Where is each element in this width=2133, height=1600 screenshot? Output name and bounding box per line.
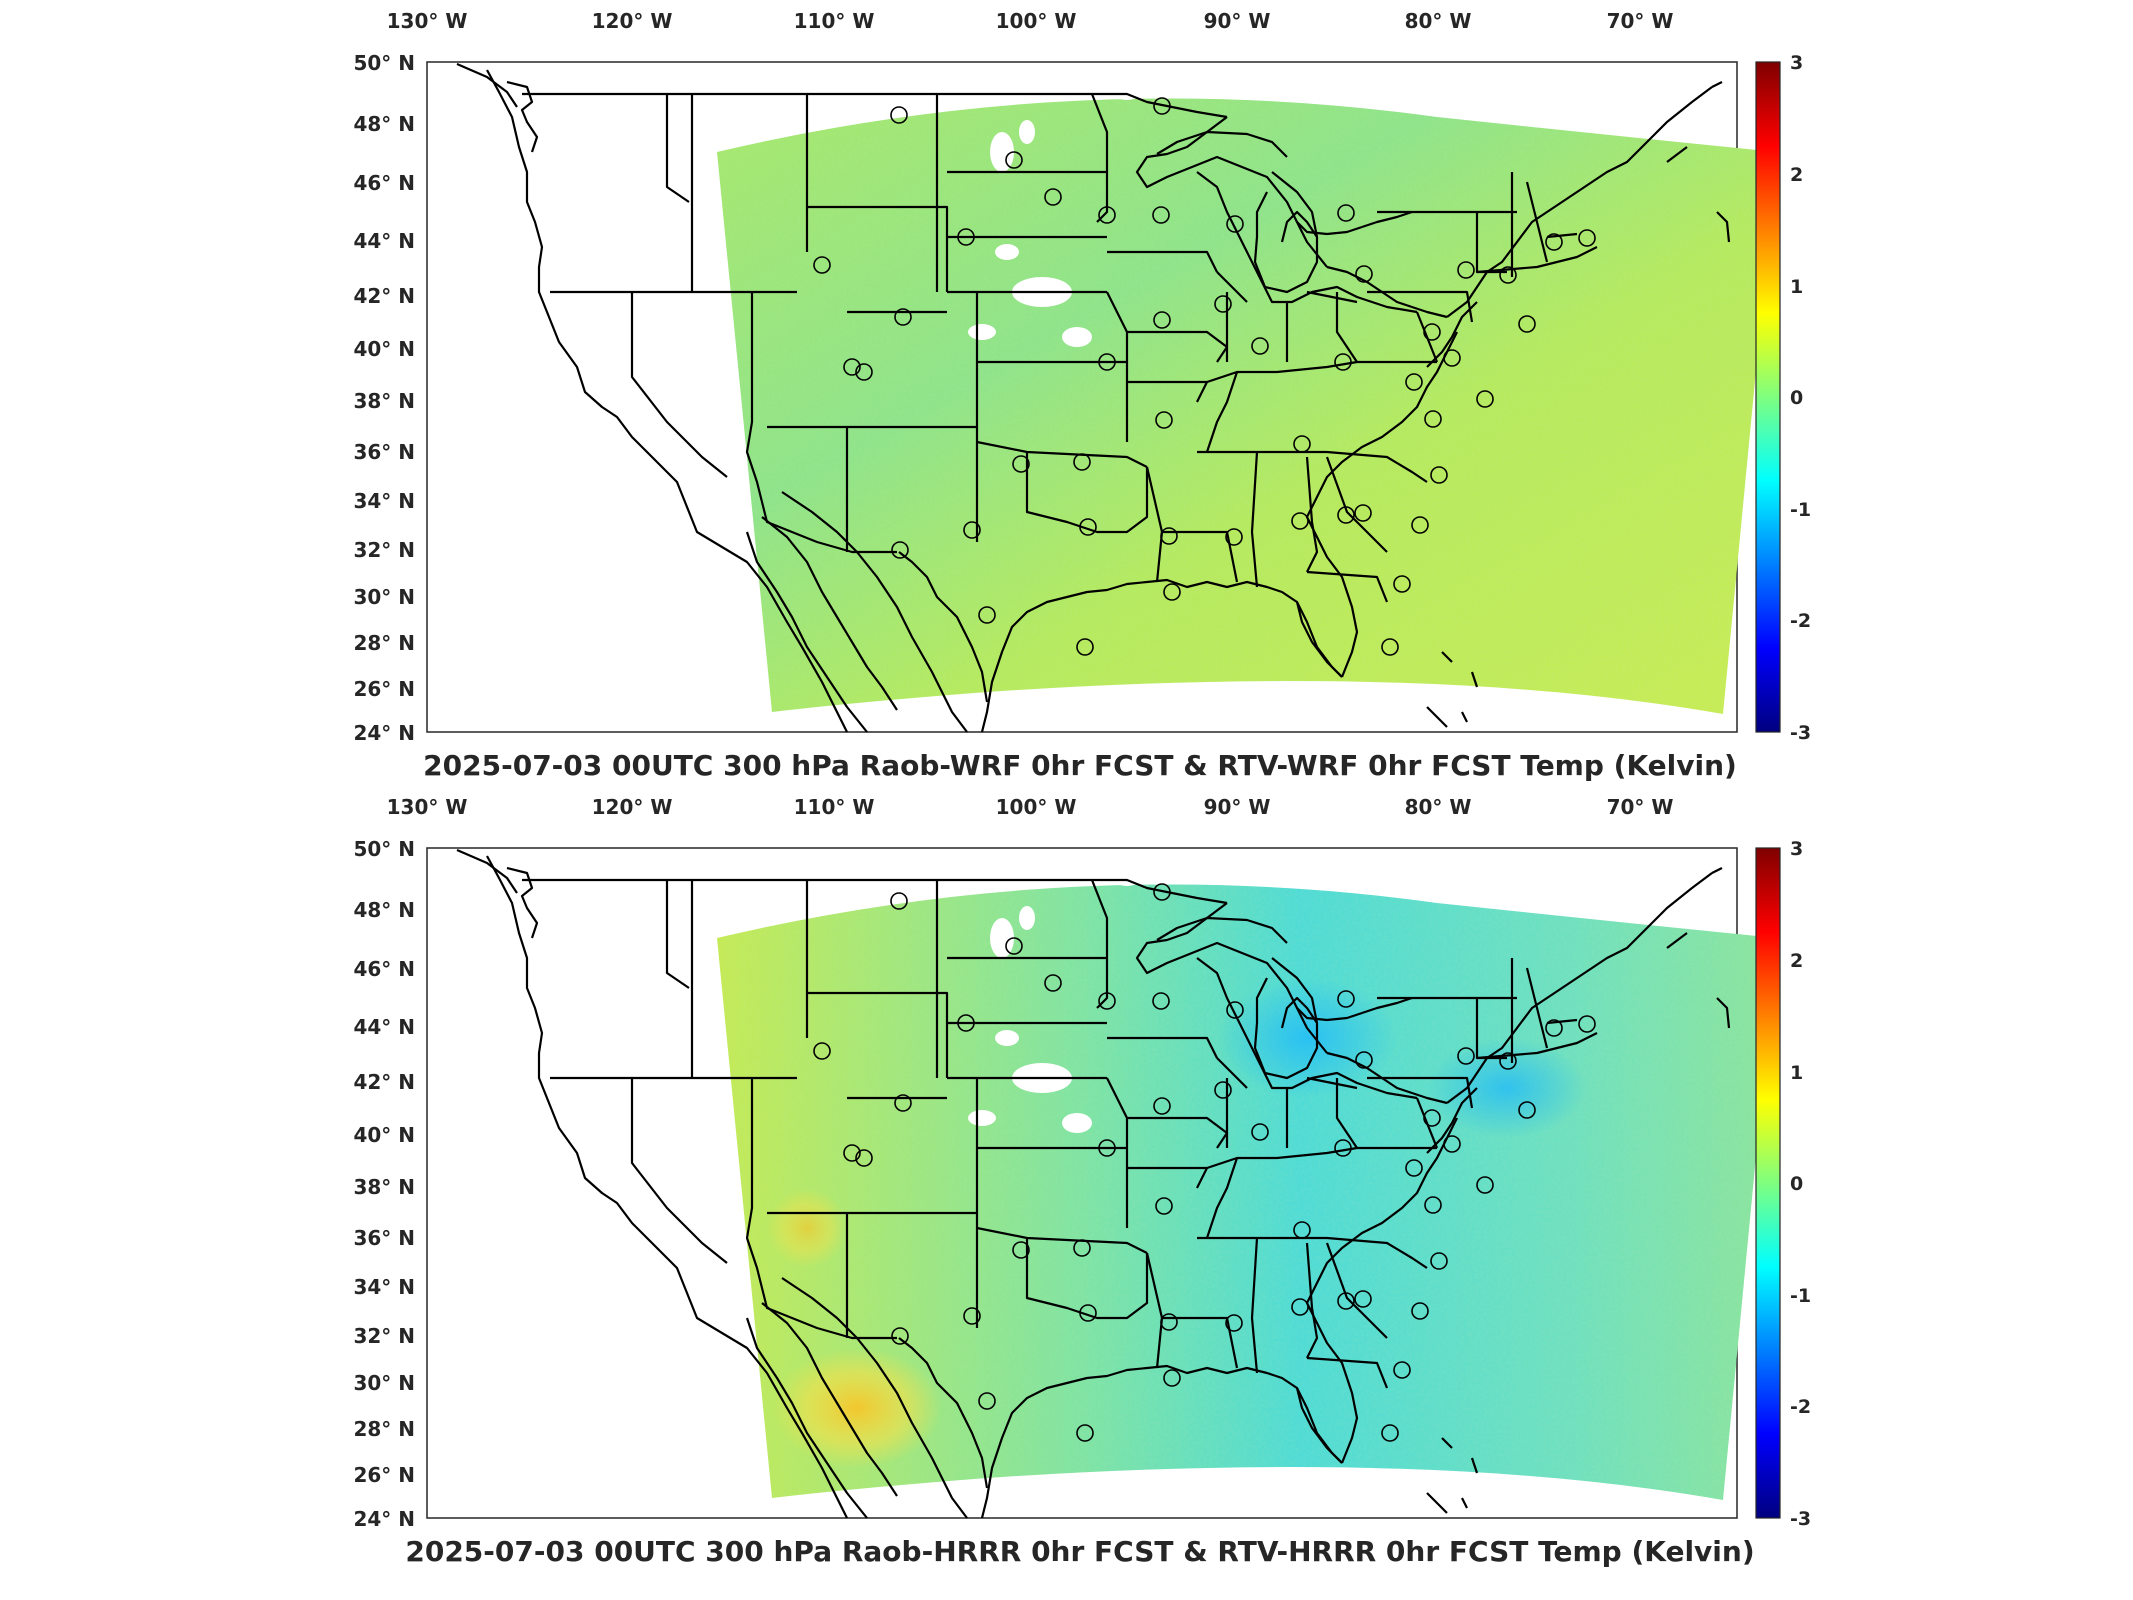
lat-label: 38° N	[353, 1175, 415, 1199]
colorbar-tick: 1	[1790, 1062, 1803, 1084]
panel-title: 2025-07-03 00UTC 300 hPa Raob-WRF 0hr FC…	[423, 749, 1737, 782]
lat-label: 46° N	[353, 171, 415, 195]
lat-label: 46° N	[353, 957, 415, 981]
colorbar-tick: -3	[1790, 722, 1811, 744]
lat-label: 24° N	[353, 1507, 415, 1531]
lon-label: 90° W	[1204, 795, 1271, 819]
lat-label: 48° N	[353, 898, 415, 922]
lat-label: 26° N	[353, 677, 415, 701]
lat-label: 36° N	[353, 1226, 415, 1250]
lon-label: 120° W	[592, 9, 673, 33]
colorbar-tick: -1	[1790, 1285, 1811, 1307]
lon-label: 90° W	[1204, 9, 1271, 33]
lat-label: 32° N	[353, 538, 415, 562]
temperature-field	[455, 848, 1777, 1520]
lon-label: 100° W	[996, 9, 1077, 33]
lat-label: 40° N	[353, 337, 415, 361]
panel-2: 130° W 120° W 110° W 100° W 90° W 80° W …	[353, 795, 1811, 1568]
lat-label: 44° N	[353, 1015, 415, 1039]
lat-label: 48° N	[353, 112, 415, 136]
lat-label: 24° N	[353, 721, 415, 745]
raob-stations	[813, 97, 1596, 656]
panel-1: 130° W 120° W 110° W 100° W 90° W 80° W …	[353, 9, 1811, 782]
lat-label: 50° N	[353, 51, 415, 75]
lon-label: 70° W	[1607, 9, 1674, 33]
lat-labels: 50° N 48° N 46° N 44° N 42° N 40° N 38° …	[353, 51, 415, 745]
lat-label: 30° N	[353, 585, 415, 609]
panel-title: 2025-07-03 00UTC 300 hPa Raob-HRRR 0hr F…	[405, 1535, 1754, 1568]
lat-label: 34° N	[353, 1275, 415, 1299]
colorbar: 3 2 1 0 -1 -2 -3	[1755, 52, 1811, 744]
temperature-field	[455, 62, 1777, 734]
colorbar-tick: 0	[1790, 1173, 1803, 1195]
lon-label: 120° W	[592, 795, 673, 819]
colorbar-tick: -2	[1790, 610, 1811, 632]
lon-label: 70° W	[1607, 795, 1674, 819]
lat-label: 28° N	[353, 631, 415, 655]
lat-label: 42° N	[353, 284, 415, 308]
raob-stations	[813, 883, 1596, 1442]
lat-label: 26° N	[353, 1463, 415, 1487]
lat-label: 32° N	[353, 1324, 415, 1348]
lon-label: 80° W	[1405, 9, 1472, 33]
lon-label: 130° W	[387, 9, 468, 33]
lat-labels: 50° N 48° N 46° N 44° N 42° N 40° N 38° …	[353, 837, 415, 1531]
colorbar-tick: 0	[1790, 387, 1803, 409]
colorbar-tick: 3	[1790, 838, 1803, 860]
colorbar-tick: 3	[1790, 52, 1803, 74]
lat-label: 42° N	[353, 1070, 415, 1094]
lat-label: 28° N	[353, 1417, 415, 1441]
lat-label: 40° N	[353, 1123, 415, 1147]
colorbar-tick: 2	[1790, 164, 1803, 186]
colorbar-tick: -1	[1790, 499, 1811, 521]
lon-label: 110° W	[794, 795, 875, 819]
lat-label: 50° N	[353, 837, 415, 861]
lon-labels: 130° W 120° W 110° W 100° W 90° W 80° W …	[387, 9, 1674, 33]
lat-label: 30° N	[353, 1371, 415, 1395]
lon-label: 110° W	[794, 9, 875, 33]
lat-label: 44° N	[353, 229, 415, 253]
lon-label: 80° W	[1405, 795, 1472, 819]
lat-label: 38° N	[353, 389, 415, 413]
lat-label: 34° N	[353, 489, 415, 513]
colorbar-tick: 2	[1790, 950, 1803, 972]
lon-label: 100° W	[996, 795, 1077, 819]
lat-label: 36° N	[353, 440, 415, 464]
colorbar-tick: -3	[1790, 1508, 1811, 1530]
colorbar: 3 2 1 0 -1 -2 -3	[1755, 838, 1811, 1530]
colorbar-tick: -2	[1790, 1396, 1811, 1418]
colorbar-tick: 1	[1790, 276, 1803, 298]
lon-labels: 130° W 120° W 110° W 100° W 90° W 80° W …	[387, 795, 1674, 819]
lon-label: 130° W	[387, 795, 468, 819]
